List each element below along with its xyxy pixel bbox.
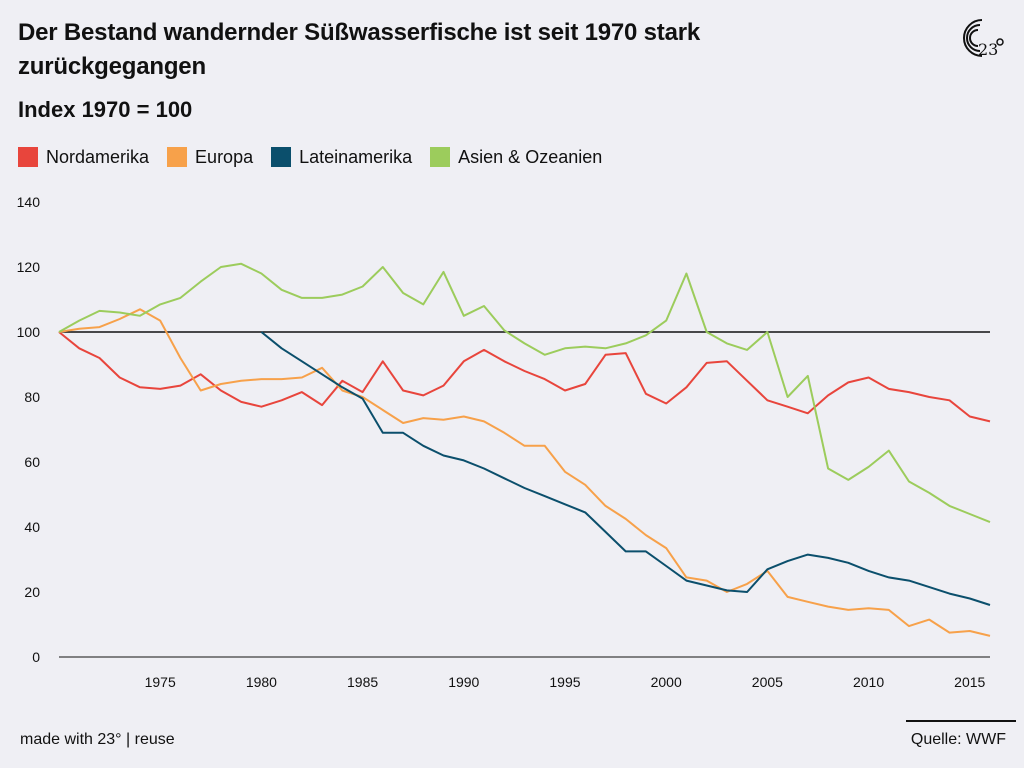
legend-label: Nordamerika — [46, 146, 150, 167]
svg-text:23: 23 — [978, 40, 998, 59]
legend-label: Asien & Ozeanien — [458, 146, 603, 167]
legend-item-0[interactable]: Nordamerika — [18, 147, 149, 168]
legend-swatch — [18, 147, 38, 167]
y-tick-label: 0 — [32, 649, 40, 665]
legend-label: Europa — [195, 146, 254, 167]
x-tick-label: 2015 — [954, 674, 985, 690]
series-line-1 — [58, 308, 991, 637]
y-tick-label: 40 — [24, 519, 40, 535]
legend-label: Lateinamerika — [299, 146, 413, 167]
made-with-23-link[interactable]: made with 23° | reuse — [20, 731, 175, 748]
legend-swatch — [167, 147, 188, 167]
y-tick-label: 60 — [24, 454, 40, 470]
series-line-2 — [260, 331, 991, 606]
y-tick-label: 140 — [17, 194, 41, 210]
x-tick-label: 1980 — [246, 674, 277, 690]
y-tick-label: 120 — [17, 259, 41, 275]
legend-swatch — [271, 147, 292, 167]
source-label: Quelle: WWF — [910, 731, 1006, 748]
x-tick-label: 1975 — [145, 674, 176, 690]
line-chart: 0 20 40 60 80 100 120 140 1975 1980 1985 1990 1995 20… — [17, 194, 991, 690]
x-tick-label: 2010 — [853, 674, 884, 690]
y-tick-label: 100 — [17, 324, 41, 340]
y-tick-label: 80 — [24, 389, 40, 405]
legend-item-1[interactable]: Europa — [167, 147, 253, 168]
chart-subtitle: Index 1970 = 100 — [18, 97, 193, 122]
x-tick-label: 1990 — [448, 674, 479, 690]
x-tick-label: 2000 — [651, 674, 682, 690]
legend-item-2[interactable]: Lateinamerika — [271, 147, 412, 168]
series-line-3 — [58, 262, 991, 524]
legend-item-3[interactable]: Asien & Ozeanien — [430, 147, 602, 168]
23-degrees-logo-icon[interactable]: 23 — [952, 14, 1008, 64]
chart-legend: Nordamerika Europa Lateinamerika Asien & Oz… — [18, 144, 620, 170]
x-tick-label: 1985 — [347, 674, 378, 690]
x-tick-label: 2005 — [752, 674, 783, 690]
chart-title: Der Bestand wandernder Süßwasserfische i… — [18, 19, 701, 80]
footer-divider — [906, 720, 1016, 722]
x-tick-label: 1995 — [549, 674, 580, 690]
series-line-0 — [58, 331, 991, 423]
legend-swatch — [430, 147, 451, 167]
y-tick-label: 20 — [24, 584, 40, 600]
